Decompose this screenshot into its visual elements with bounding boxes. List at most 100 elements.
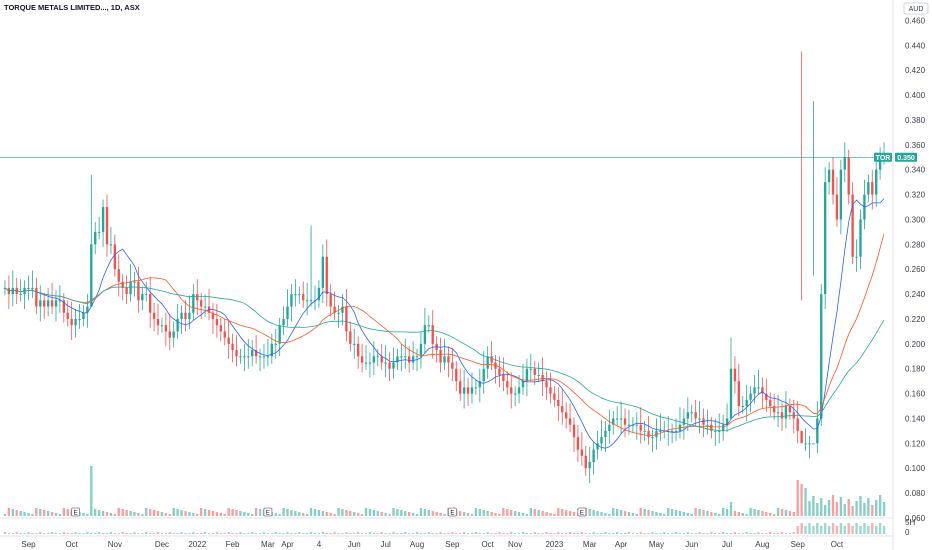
x-tick-label: Sep xyxy=(21,540,36,549)
candle-body xyxy=(152,312,156,319)
rsi-bar xyxy=(788,533,792,534)
x-tick-label: Nov xyxy=(508,540,522,549)
candle-body xyxy=(164,325,168,332)
volume-bar xyxy=(439,513,442,516)
volume-bar xyxy=(3,514,7,516)
rsi-bar xyxy=(733,532,737,534)
candle-body xyxy=(686,412,689,419)
volume-bar xyxy=(835,502,839,516)
earnings-marker[interactable] xyxy=(577,507,587,517)
candle-body xyxy=(317,287,321,301)
volume-bar xyxy=(765,512,768,516)
y-tick-label: 0.320 xyxy=(905,191,926,200)
symbol-badge-bg xyxy=(874,152,892,162)
rsi-bar xyxy=(627,532,631,534)
rsi-bar xyxy=(612,533,615,534)
rsi-bar xyxy=(600,533,603,534)
candle-body xyxy=(411,356,415,363)
volume-bar xyxy=(839,497,843,516)
earnings-marker[interactable] xyxy=(263,507,273,517)
candle-body xyxy=(462,387,466,394)
volume-bar xyxy=(353,512,356,516)
candle-body xyxy=(800,430,803,444)
x-tick-label: 2022 xyxy=(188,540,206,549)
last-price-label: 0.350 xyxy=(897,155,915,162)
candle-body xyxy=(39,300,42,307)
rsi-bar xyxy=(66,533,69,534)
candle-body xyxy=(148,294,152,313)
rsi-bar xyxy=(215,532,219,534)
volume-bar xyxy=(490,512,493,516)
volume-bar xyxy=(290,510,293,516)
volume-bar xyxy=(435,512,438,516)
rsi-bar xyxy=(309,532,313,534)
volume-bar xyxy=(608,514,611,516)
rsi-bar xyxy=(867,526,870,534)
volume-bar xyxy=(121,509,124,516)
volume-bar xyxy=(305,514,309,516)
candle-body xyxy=(647,430,650,438)
y-tick-label: 0.120 xyxy=(905,439,926,448)
candle-body xyxy=(349,331,352,344)
rsi-bar xyxy=(490,533,493,534)
volume-bar xyxy=(529,508,533,516)
candle-body xyxy=(568,418,572,425)
rsi-bar xyxy=(521,532,525,534)
candle-body xyxy=(231,343,234,351)
candle-body xyxy=(380,356,383,363)
rsi-bar xyxy=(90,533,93,534)
candle-body xyxy=(78,318,81,320)
rsi-bar xyxy=(537,533,540,534)
rsi-bar xyxy=(345,532,348,534)
volume-bar xyxy=(510,510,513,516)
candle-body xyxy=(749,393,752,400)
rsi-bar xyxy=(200,533,203,534)
volume-bar xyxy=(376,511,379,516)
x-tick-label: Jun xyxy=(685,540,698,549)
rsi-bar xyxy=(816,523,819,534)
rsi-bar xyxy=(686,532,689,534)
volume-bar xyxy=(639,508,642,516)
rsi-bar xyxy=(443,533,446,534)
candle-body xyxy=(11,287,14,295)
candle-body xyxy=(180,312,183,319)
rsi-bar xyxy=(863,523,866,534)
candle-body xyxy=(466,387,470,394)
volume-bar xyxy=(647,510,650,516)
volume-bar xyxy=(725,509,729,516)
candle-body xyxy=(141,294,144,301)
rsi-bar xyxy=(86,532,89,534)
volume-bar xyxy=(745,514,748,516)
candle-body xyxy=(564,412,568,419)
candle-body xyxy=(875,169,878,195)
candle-body xyxy=(109,244,113,246)
earnings-marker[interactable] xyxy=(447,507,457,517)
volume-bar xyxy=(19,511,22,516)
rsi-bar xyxy=(835,526,839,534)
rsi-bar xyxy=(294,533,297,534)
volume-bar xyxy=(588,509,591,516)
candle-body xyxy=(655,430,658,438)
currency-box[interactable] xyxy=(903,2,929,15)
candle-body xyxy=(254,350,258,357)
candle-body xyxy=(596,443,599,450)
rsi-bar xyxy=(780,532,784,534)
volume-bar xyxy=(553,514,556,516)
volume-bar xyxy=(431,511,434,516)
rsi-bar xyxy=(494,533,497,534)
rsi-bar xyxy=(851,526,854,534)
candle-body xyxy=(168,331,171,338)
volume-bar xyxy=(627,512,631,516)
candle-body xyxy=(635,424,638,426)
rsi-bar xyxy=(859,526,862,534)
volume-bar xyxy=(843,504,846,516)
rsi-bar xyxy=(15,532,18,534)
candle-body xyxy=(439,350,442,363)
rsi-bar xyxy=(533,532,536,534)
earnings-marker-label: E xyxy=(266,511,270,517)
volume-bar xyxy=(160,512,164,516)
volume-bar xyxy=(325,512,328,516)
earnings-marker[interactable] xyxy=(71,507,81,517)
candle-body xyxy=(423,325,427,344)
